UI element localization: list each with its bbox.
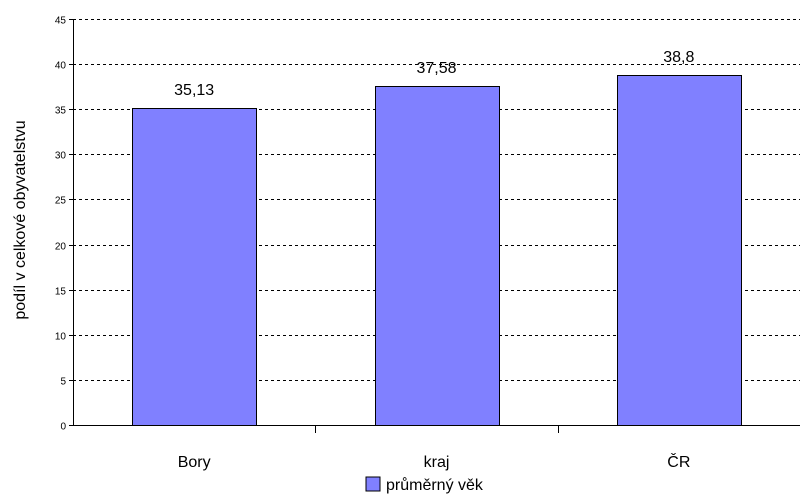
bar	[375, 86, 500, 426]
y-tick-label: 5	[60, 377, 66, 388]
legend-label: průměrný věk	[386, 476, 484, 494]
y-tick-label: 30	[55, 151, 67, 162]
data-label: 38,8	[663, 49, 694, 66]
legend-swatch	[365, 476, 381, 492]
x-tick-label: ČR	[667, 452, 690, 471]
y-tick-label: 45	[55, 16, 67, 27]
y-tick-label: 0	[60, 422, 66, 433]
data-label: 37,58	[416, 60, 456, 77]
bars	[132, 75, 742, 426]
bar	[617, 75, 742, 426]
legend: průměrný věk	[365, 476, 484, 494]
bar	[132, 108, 257, 426]
y-tick-label: 10	[55, 332, 67, 343]
y-axis-title: podíl v celkové obyvatelstvu	[12, 120, 29, 319]
y-tick-label: 15	[55, 287, 67, 298]
x-tick-label: kraj	[424, 454, 450, 471]
data-label: 35,13	[174, 82, 214, 99]
y-tick-label: 35	[55, 106, 67, 117]
x-tick-label: Bory	[178, 454, 211, 471]
y-tick-label: 40	[55, 61, 67, 72]
y-tick-label: 25	[55, 196, 67, 207]
labels: 0 5 10 15 20 25 30 35 40 45 35,13 Bory 37,58 kraj 38,8…	[55, 16, 695, 472]
y-tick-label: 20	[55, 242, 67, 253]
